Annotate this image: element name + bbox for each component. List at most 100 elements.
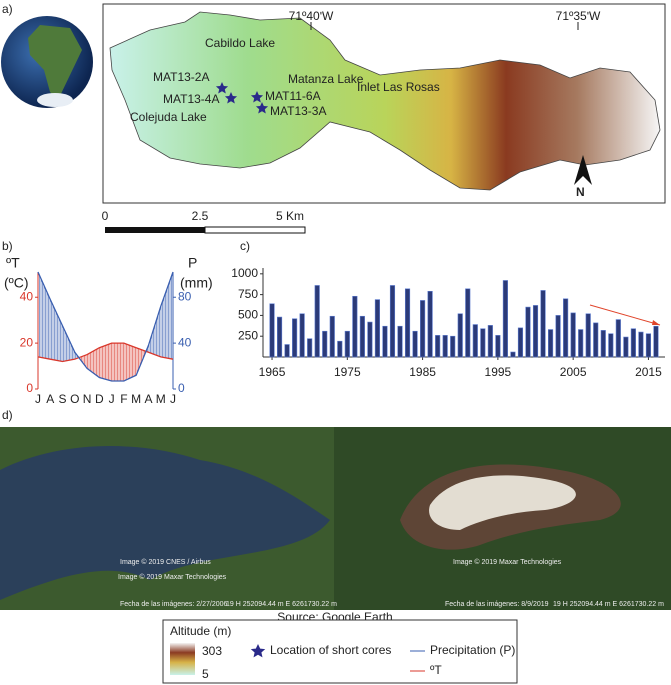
antarctica (37, 93, 73, 107)
x-tick-label: 2005 (560, 365, 587, 379)
core-label: MAT13-2A (153, 70, 209, 84)
scale-bar (105, 227, 205, 233)
y2-label: (mm) (180, 275, 213, 291)
core-label: MAT13-3A (270, 104, 326, 118)
photo-credit: Image © 2019 CNES / Airbus (120, 558, 211, 566)
x-tick-label: 1985 (409, 365, 436, 379)
bar (389, 285, 396, 358)
longitude: 71º40ʹW (289, 9, 334, 23)
x-tick-label: O (70, 392, 79, 406)
bar (608, 333, 614, 358)
x-tick-label: A (144, 392, 152, 406)
bar (307, 338, 313, 358)
x-tick-label: 1975 (334, 365, 361, 379)
legend-box (162, 619, 518, 684)
bar (623, 336, 629, 358)
x-tick-label: J (35, 392, 41, 406)
bar (495, 335, 501, 358)
bar (427, 290, 433, 358)
legend-temp: ºT (430, 663, 442, 677)
bar (570, 312, 576, 358)
photo-date: Fecha de las imágenes: 8/9/2019 (445, 601, 549, 608)
bar (404, 288, 411, 358)
series-line (37, 271, 174, 382)
y-label: (ºC) (4, 275, 29, 291)
salt-flat (429, 475, 576, 530)
place-label: Colejuda Lake (130, 110, 207, 124)
x-tick-label: S (59, 392, 67, 406)
x-tick-label: J (170, 392, 176, 406)
bar (600, 330, 606, 358)
bar (532, 305, 539, 358)
x-tick-label: M (131, 392, 141, 406)
altitude-ramp (170, 643, 195, 675)
place-label: Inlet Las Rosas (357, 80, 440, 94)
place-label: Cabildo Lake (205, 36, 275, 50)
bar (352, 295, 358, 358)
bar (397, 325, 403, 358)
core-stars (215, 82, 269, 114)
bar (322, 330, 328, 358)
lake-water (0, 446, 330, 600)
longitude: 71º35ʹW (556, 9, 601, 23)
photo-coords: 19 H 252094.44 m E 6261730.22 m (553, 601, 664, 608)
scale-label: 2.5 (192, 209, 209, 223)
trend-arrow-head (652, 320, 660, 325)
bar (329, 315, 335, 358)
series-line (37, 342, 174, 363)
photo-credit: Image © 2019 Maxar Technologies (453, 558, 562, 566)
x-tick-label: N (83, 392, 92, 406)
core-label: MAT13-4A (163, 92, 219, 106)
bar (653, 325, 659, 358)
scale-label: 0 (102, 209, 109, 223)
bar (465, 288, 471, 358)
y-tick-label: 0 (26, 381, 33, 395)
panel-label: c) (240, 239, 250, 253)
core-label: MAT11-6A (265, 89, 321, 103)
x-tick-label: A (46, 392, 54, 406)
bar (382, 325, 388, 358)
y-tick-label: 250 (238, 328, 258, 342)
x-tick-label: J (109, 392, 115, 406)
y2-tick-label: 40 (178, 335, 192, 349)
bar (638, 331, 644, 358)
legend-min: 5 (202, 667, 209, 681)
bar (284, 344, 290, 358)
x-tick-label: 2015 (635, 365, 662, 379)
legend-cores: Location of short cores (270, 643, 391, 657)
photo-date: Fecha de las imágenes: 2/27/2006 (120, 601, 228, 608)
panel-label: a) (2, 2, 13, 16)
bar (472, 324, 478, 358)
y2-tick-label: 80 (178, 289, 192, 303)
scale-label: 5 Km (276, 209, 304, 223)
y-tick-label: 40 (20, 289, 34, 303)
y-tick-label: 1000 (231, 266, 258, 280)
continent (28, 25, 82, 100)
place-label: Matanza Lake (288, 72, 364, 86)
legend-max: 303 (202, 644, 222, 658)
bar (548, 329, 554, 358)
bar (374, 299, 380, 358)
bar (563, 298, 569, 358)
bar (420, 300, 426, 358)
bar (585, 313, 591, 358)
bar (277, 316, 283, 358)
x-tick-label: F (120, 392, 127, 406)
bar (502, 280, 508, 358)
north-label: N (576, 185, 585, 199)
trend-arrow (589, 304, 661, 326)
bar (314, 285, 320, 358)
watershed (109, 11, 661, 191)
photo-coords: 19 H 252094.44 m E 6261730.22 m (226, 601, 337, 608)
y-tick-label: 20 (20, 335, 34, 349)
panel-label: b) (2, 239, 13, 253)
bar (645, 333, 651, 358)
panel-label: d) (2, 408, 13, 422)
bar (367, 321, 373, 358)
bar (510, 351, 516, 358)
bar (555, 315, 561, 358)
x-tick-label: 1965 (259, 365, 286, 379)
bar (412, 330, 418, 358)
bar (615, 319, 621, 358)
